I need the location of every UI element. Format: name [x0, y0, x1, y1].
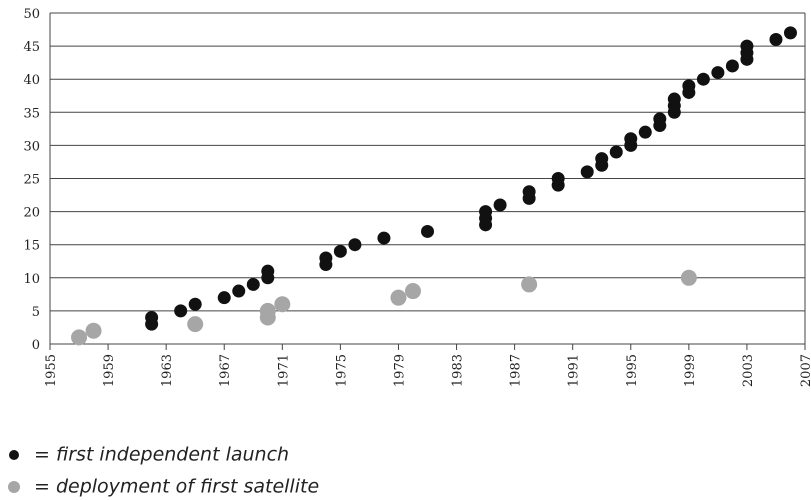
- x-tick-label: 1983: [451, 354, 466, 387]
- point: [261, 264, 275, 278]
- x-tick-label: 1995: [625, 354, 640, 387]
- point: [580, 165, 594, 179]
- y-tick-label: 35: [23, 106, 40, 121]
- point: [595, 152, 609, 166]
- point: [680, 269, 697, 286]
- point: [319, 251, 333, 265]
- point: [711, 66, 725, 80]
- x-tick-label: 1955: [44, 354, 59, 387]
- x-tick-label: 1967: [218, 354, 233, 387]
- y-tick-label: 30: [23, 139, 40, 154]
- x-tick-label: 1963: [160, 354, 175, 387]
- point: [85, 322, 102, 339]
- y-tick-label: 0: [32, 338, 40, 353]
- point: [232, 284, 246, 298]
- point: [551, 172, 565, 185]
- y-tick-label: 40: [23, 73, 40, 88]
- x-tick-label: 1991: [567, 354, 582, 387]
- point: [740, 39, 754, 53]
- point: [404, 283, 421, 300]
- x-tick-label: 1971: [276, 354, 291, 387]
- point: [769, 32, 783, 46]
- point: [696, 72, 710, 86]
- point: [348, 238, 362, 252]
- x-tick-label: 1959: [102, 354, 117, 387]
- legend-label: = deployment of first satellite: [34, 476, 319, 498]
- x-tick-label: 1987: [509, 354, 524, 387]
- point: [638, 125, 652, 139]
- y-tick-label: 50: [23, 7, 40, 22]
- point: [479, 205, 493, 219]
- x-tick-label: 2007: [799, 354, 811, 387]
- x-tick-label: 1999: [683, 354, 698, 387]
- y-tick-label: 5: [32, 305, 40, 320]
- point: [667, 92, 681, 106]
- x-tick-label: 1979: [392, 354, 407, 387]
- point: [390, 289, 407, 306]
- point: [274, 296, 291, 313]
- point: [624, 132, 638, 146]
- point: [145, 311, 159, 325]
- legend-marker: [8, 481, 20, 493]
- point: [217, 291, 231, 305]
- point: [609, 145, 623, 159]
- point: [377, 231, 391, 245]
- point: [653, 112, 667, 126]
- point: [493, 198, 507, 212]
- y-tick-label: 25: [23, 173, 40, 188]
- legend-label: = first independent launch: [34, 444, 289, 466]
- point: [259, 302, 276, 319]
- point: [333, 244, 347, 258]
- legend-marker: [9, 450, 19, 460]
- point: [682, 79, 696, 93]
- point: [187, 316, 204, 333]
- point: [188, 297, 202, 311]
- point: [421, 224, 434, 238]
- point: [174, 304, 188, 318]
- point: [522, 185, 536, 199]
- x-tick-label: 1975: [334, 354, 349, 387]
- point: [246, 277, 260, 291]
- point: [71, 329, 88, 346]
- y-tick-label: 10: [23, 272, 40, 287]
- y-tick-label: 15: [23, 239, 40, 254]
- point: [783, 26, 797, 40]
- y-tick-label: 20: [23, 206, 40, 221]
- point: [725, 59, 739, 73]
- x-tick-label: 2003: [741, 354, 756, 387]
- point: [521, 276, 538, 293]
- y-tick-label: 45: [23, 40, 40, 55]
